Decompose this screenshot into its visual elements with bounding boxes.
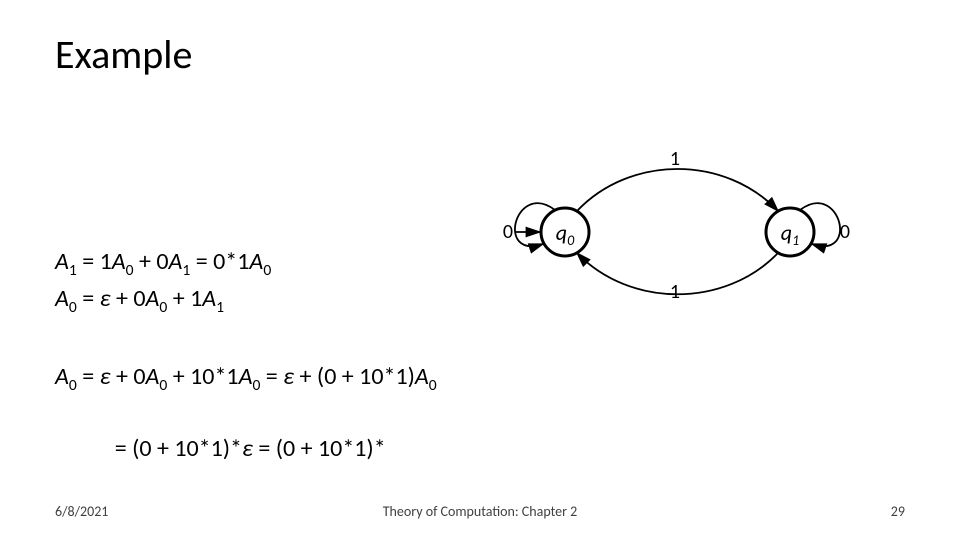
edge-label-q1-self: 0 bbox=[840, 220, 850, 244]
edge-q0-q1 bbox=[577, 169, 778, 211]
slide: Example 0 0 1 1 bbox=[0, 0, 960, 540]
automaton-diagram: 0 0 1 1 q0 q1 bbox=[460, 150, 890, 310]
eq2-line1: A0 = ε + 0A0 + 10*1A0 = ε + (0 + 10*1)A0 bbox=[55, 360, 437, 397]
slide-title: Example bbox=[55, 30, 192, 79]
equations-block-2: A0 = ε + 0A0 + 10*1A0 = ε + (0 + 10*1)A0… bbox=[55, 360, 437, 502]
edge-label-q0-self: 0 bbox=[503, 220, 513, 244]
edge-label-q1-q0: 1 bbox=[670, 280, 680, 304]
edge-label-q0-q1: 1 bbox=[670, 147, 680, 171]
footer-center: Theory of Computation: Chapter 2 bbox=[0, 503, 960, 520]
eq1-line2: A0 = ε + 0A0 + 1A1 bbox=[55, 282, 271, 319]
eq1-line1: A1 = 1A0 + 0A1 = 0*1A0 bbox=[55, 245, 271, 282]
equations-block-1: A1 = 1A0 + 0A1 = 0*1A0 A0 = ε + 0A0 + 1A… bbox=[55, 245, 271, 320]
eq2-line2: = (0 + 10*1)*ε = (0 + 10*1)* bbox=[55, 397, 437, 501]
footer-page-number: 29 bbox=[891, 503, 905, 520]
